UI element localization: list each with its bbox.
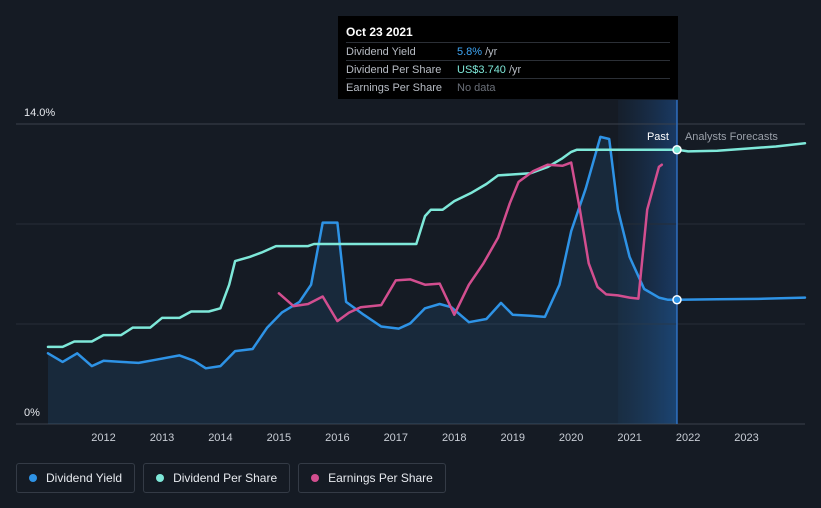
dividend-per-share-marker (672, 144, 682, 155)
past-label: Past (647, 131, 669, 143)
tooltip-value: 5.8% (457, 45, 483, 58)
x-tick-label: 2016 (325, 432, 349, 444)
legend-dot-icon (29, 474, 37, 482)
x-tick-label: 2018 (442, 432, 466, 444)
x-tick-label: 2015 (267, 432, 291, 444)
legend-earnings-per-share[interactable]: Earnings Per Share (298, 463, 446, 493)
tooltip-row-earnings-per-share: Earnings Per Share No data (346, 78, 670, 96)
y-tick-label: 0% (24, 407, 40, 419)
legend-dot-icon (311, 474, 320, 482)
tooltip-date: Oct 23 2021 (346, 25, 413, 39)
tooltip-value: No data (457, 81, 496, 94)
dividend-yield-area (48, 136, 677, 424)
dividend-yield-line (46, 135, 679, 370)
tooltip-unit: /yr (508, 63, 522, 76)
legend-label: Dividend Per Share (173, 471, 278, 485)
legend-dividend-per-share[interactable]: Dividend Per Share (143, 463, 291, 493)
x-tick-label: 2014 (208, 432, 232, 444)
x-tick-label: 2017 (384, 432, 408, 444)
dividend-per-share-line (46, 148, 679, 349)
x-tick-label: 2013 (150, 432, 174, 444)
x-tick-label: 2021 (617, 432, 641, 444)
legend-label: Earnings Per Share (328, 471, 433, 485)
y-tick-label: 14.0% (24, 107, 55, 119)
dividend-per-share-forecast-line (675, 142, 807, 153)
data-tooltip: Oct 23 2021 Dividend Yield 5.8% /yr Divi… (338, 16, 678, 99)
x-tick-label: 2023 (734, 432, 758, 444)
legend-dot-icon (156, 474, 165, 482)
legend-label: Dividend Yield (46, 471, 123, 485)
x-tick-label: 2022 (676, 432, 700, 444)
tooltip-label: Dividend Yield (346, 45, 416, 58)
x-tick-label: 2020 (559, 432, 583, 444)
dividend-yield-marker (672, 294, 682, 305)
legend-dividend-yield[interactable]: Dividend Yield (16, 463, 136, 493)
forecast-label: Analysts Forecasts (685, 131, 778, 143)
x-tick-label: 2019 (500, 432, 524, 444)
x-tick-label: 2012 (91, 432, 115, 444)
forecast-shade (617, 100, 677, 424)
tooltip-value: US$3.740 (457, 63, 506, 76)
tooltip-label: Dividend Per Share (346, 63, 442, 76)
tooltip-unit: /yr (485, 45, 498, 58)
tooltip-label: Earnings Per Share (346, 81, 442, 94)
earnings-per-share-line (277, 161, 664, 323)
tooltip-row-dividend-yield: Dividend Yield 5.8% /yr (346, 42, 670, 60)
dividend-yield-forecast-line (675, 296, 807, 301)
tooltip-row-dividend-per-share: Dividend Per Share US$3.740 /yr (346, 60, 670, 78)
chart-legend: Dividend Yield Dividend Per Share Earnin… (16, 463, 446, 493)
